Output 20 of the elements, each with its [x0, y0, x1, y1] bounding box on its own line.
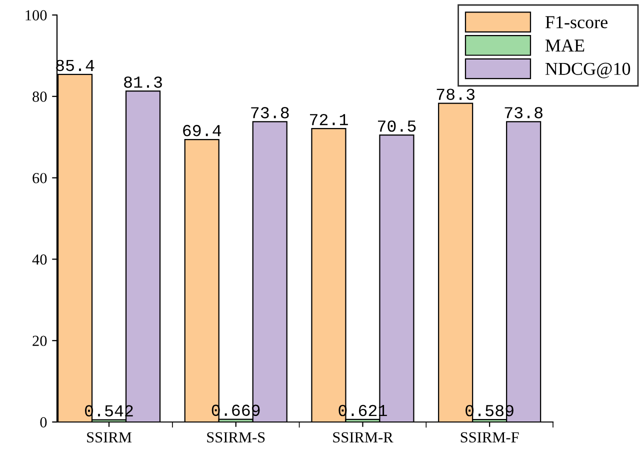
- y-tick-label: 20: [32, 336, 47, 346]
- x-tick-label: SSIRM-F: [460, 432, 519, 442]
- data-label: 73.8: [251, 107, 289, 118]
- x-tick-label: SSIRM-R: [333, 432, 394, 442]
- x-tick-label: SSIRM-S: [207, 432, 265, 442]
- y-tick-label: 100: [26, 10, 47, 20]
- data-label: 72.1: [310, 114, 348, 126]
- legend-label: F1-score: [545, 16, 608, 28]
- x-tick-label: SSIRM: [87, 432, 132, 442]
- legend-label: NDCG@10: [545, 62, 630, 78]
- y-tick-label: 80: [32, 92, 47, 102]
- y-tick-label: 0: [40, 417, 47, 428]
- data-label: 69.4: [183, 124, 222, 136]
- data-label: 78.3: [436, 88, 475, 100]
- data-label: 81.3: [124, 76, 162, 88]
- data-label: 73.8: [504, 107, 542, 118]
- y-tick-label: 60: [32, 172, 47, 184]
- data-label: 70.5: [378, 120, 416, 132]
- legend-label: MAE: [545, 40, 584, 52]
- y-tick-label: 40: [32, 254, 47, 265]
